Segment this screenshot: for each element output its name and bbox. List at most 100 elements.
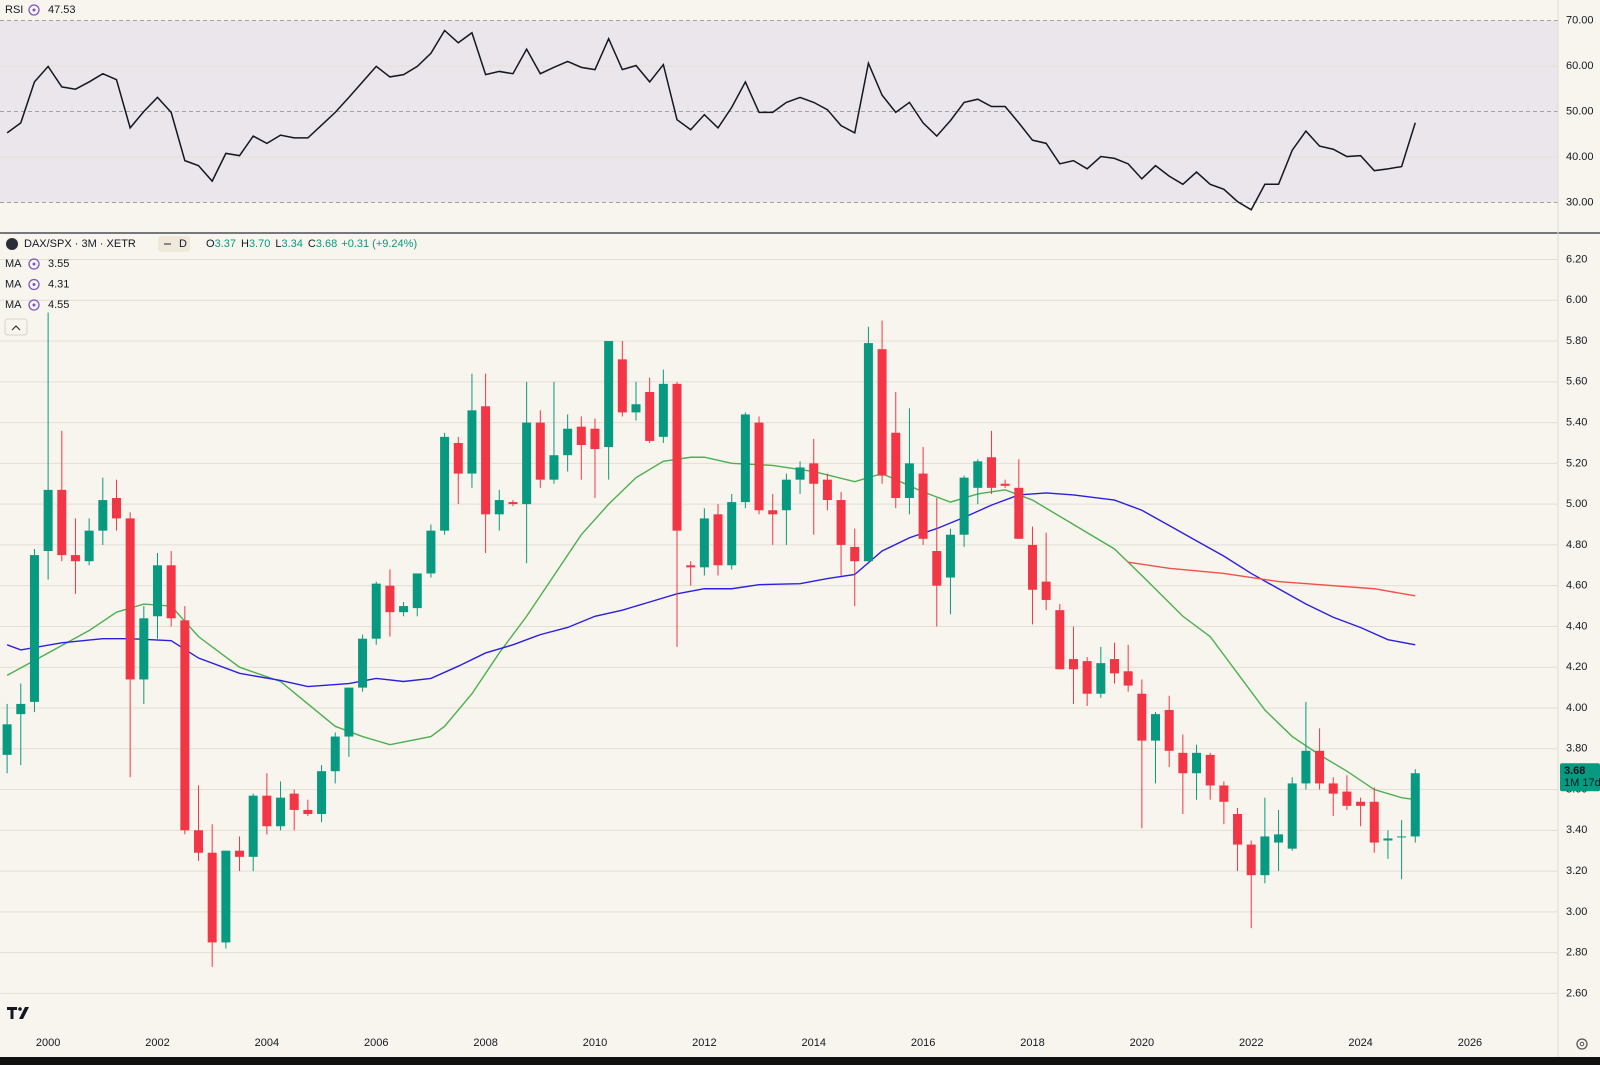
- icon-dot: [32, 303, 36, 307]
- collapse-button[interactable]: [4, 318, 28, 336]
- ma-name: MA: [5, 258, 22, 270]
- candle-body: [699, 518, 709, 568]
- candle-body: [166, 565, 176, 619]
- candle-body: [84, 530, 94, 562]
- ohlc-value: 3.70: [249, 238, 270, 250]
- y-tick-label: 4.60: [1566, 580, 1587, 592]
- y-tick-label: 5.00: [1566, 498, 1587, 510]
- ma-value: 4.31: [48, 278, 69, 290]
- y-tick-label: 5.20: [1566, 457, 1587, 469]
- moving-average: [1128, 561, 1416, 597]
- candle-body: [891, 432, 901, 499]
- indicator-name: RSI: [5, 4, 23, 16]
- x-tick-label: 2000: [36, 1037, 60, 1049]
- y-tick-label: 2.80: [1566, 947, 1587, 959]
- ohlc-value: 3.37: [215, 238, 236, 250]
- candle-body: [125, 518, 135, 680]
- candle-body: [426, 530, 436, 574]
- candle-body: [1205, 754, 1215, 786]
- symbol-logo: [6, 238, 18, 250]
- y-tick-label: 3.20: [1566, 865, 1587, 877]
- x-tick-label: 2010: [583, 1037, 607, 1049]
- candle-body: [139, 618, 149, 680]
- y-tick-label: 3.80: [1566, 743, 1587, 755]
- candle-body: [194, 830, 204, 853]
- y-tick-label: 5.80: [1566, 335, 1587, 347]
- moving-average: [6, 492, 1416, 688]
- y-tick-label: 50.00: [1566, 105, 1594, 117]
- x-tick-label: 2002: [145, 1037, 169, 1049]
- icon-dot: [32, 8, 36, 12]
- ohlc-letter: O: [206, 238, 215, 250]
- candle-body: [111, 498, 121, 519]
- candle-body: [795, 467, 805, 480]
- candle-body: [98, 500, 108, 531]
- ohlc-letter: L: [275, 238, 281, 250]
- candle-body: [57, 489, 67, 556]
- symbol-title: DAX/SPX · 3M · XETR: [24, 238, 136, 250]
- candle-body: [371, 583, 381, 639]
- candle-body: [535, 422, 545, 480]
- plot-layer: 30.00 40.00 50.00 60.00 70.00 RSI 47.53 2.60 2.8…: [0, 4, 1600, 1049]
- y-tick-label: 4.40: [1566, 620, 1587, 632]
- candle-body: [180, 620, 190, 831]
- candle-body: [850, 546, 860, 562]
- ohlc-letter: H: [241, 238, 249, 250]
- bottom-bar: [0, 1057, 1600, 1065]
- candle-body: [549, 455, 559, 480]
- candle-body: [713, 514, 723, 566]
- icon-ring: [28, 278, 40, 291]
- ohlc-legend: O3.37 H3.70 L3.34 C3.68 +0.31 (+9.24%): [206, 238, 417, 250]
- ma-value: 3.55: [48, 258, 69, 270]
- y-tick-label: 5.40: [1566, 416, 1587, 428]
- candle-body: [344, 687, 354, 737]
- candle-body: [590, 428, 600, 450]
- candle-body: [973, 461, 983, 488]
- indicator-value: 47.53: [48, 4, 76, 16]
- settings-button[interactable]: [1576, 1038, 1588, 1050]
- last-price-badge: [1560, 763, 1600, 792]
- indicator-icon: [28, 258, 40, 270]
- candle-body: [918, 473, 928, 539]
- candle-body: [1041, 581, 1051, 600]
- y-tick-label: 2.60: [1566, 987, 1587, 999]
- candle-body: [1027, 544, 1037, 590]
- indicator-icon: [28, 299, 40, 311]
- candle-body: [768, 510, 778, 515]
- candle-body: [1342, 791, 1352, 806]
- ma-name: MA: [5, 278, 22, 290]
- candle-body: [248, 795, 258, 857]
- candle-body: [1410, 773, 1420, 837]
- candle-body: [453, 442, 463, 474]
- candle-body: [645, 392, 655, 441]
- icon-dot: [32, 283, 36, 286]
- candle-body: [1164, 710, 1174, 751]
- candle-body: [877, 349, 887, 476]
- candle-body: [385, 585, 395, 613]
- x-tick-label: 2004: [255, 1037, 279, 1049]
- candle-body: [1397, 836, 1407, 838]
- candle-body: [1014, 487, 1024, 539]
- candle-body: [1192, 752, 1202, 774]
- candle-body: [1328, 783, 1338, 794]
- candle-body: [1301, 750, 1311, 784]
- candle-body: [1315, 750, 1325, 784]
- y-tick-label: 4.80: [1566, 539, 1587, 551]
- candle-body: [1055, 610, 1065, 670]
- candle-body: [303, 809, 313, 815]
- candle-body: [522, 422, 532, 505]
- x-tick-label: 2012: [692, 1037, 716, 1049]
- candle-body: [1082, 661, 1092, 694]
- y-tick-label: 70.00: [1566, 14, 1594, 26]
- y-tick-label: 3.40: [1566, 824, 1587, 836]
- candle-body: [508, 502, 518, 505]
- x-tick-label: 2016: [911, 1037, 935, 1049]
- candle-body: [1233, 814, 1243, 845]
- candle-body: [1287, 783, 1297, 849]
- x-tick-label: 2014: [801, 1037, 825, 1049]
- y-tick-label: 6.20: [1566, 253, 1587, 265]
- icon-dot: [32, 262, 36, 266]
- candle-body: [1151, 714, 1161, 741]
- candle-body: [576, 426, 586, 446]
